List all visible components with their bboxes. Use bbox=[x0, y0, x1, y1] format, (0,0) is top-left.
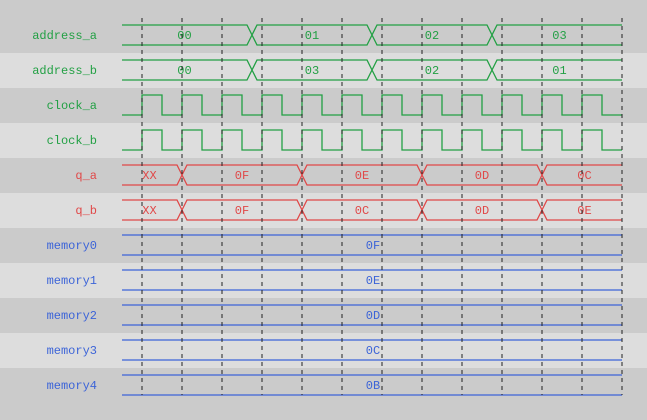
signal-row-address_a: address_a 00 01 02 03 bbox=[0, 18, 647, 53]
bus-segment bbox=[301, 164, 423, 186]
signal-row-q_b: q_b XX 0F 0C 0D 0E bbox=[0, 193, 647, 228]
bus-value: 03 bbox=[552, 29, 566, 43]
signal-row-memory3: memory3 0C bbox=[0, 333, 647, 368]
bus-segment bbox=[371, 24, 493, 46]
row-background bbox=[0, 123, 647, 158]
signal-label: clock_b bbox=[47, 134, 97, 148]
bus-value: 0E bbox=[366, 274, 380, 288]
bus-segment bbox=[181, 199, 303, 221]
clock-waveform bbox=[122, 129, 622, 151]
bus-segment bbox=[122, 339, 622, 361]
bus-segment bbox=[122, 199, 183, 221]
bus-value: 00 bbox=[177, 64, 191, 78]
bus-segment bbox=[181, 164, 303, 186]
bus-value: 0E bbox=[577, 204, 591, 218]
signal-row-address_b: address_b 00 03 02 01 bbox=[0, 53, 647, 88]
row-background bbox=[0, 333, 647, 368]
bus-segment bbox=[371, 59, 493, 81]
signal-row-memory1: memory1 0E bbox=[0, 263, 647, 298]
row-background bbox=[0, 53, 647, 88]
bus-value: 01 bbox=[305, 29, 319, 43]
bus-value: 01 bbox=[552, 64, 566, 78]
signal-label: q_a bbox=[75, 169, 97, 183]
bus-value: 0C bbox=[355, 204, 369, 218]
bus-value: 0F bbox=[235, 169, 249, 183]
signal-row-memory2: memory2 0D bbox=[0, 298, 647, 333]
signal-label: q_b bbox=[75, 204, 97, 218]
signal-label: memory3 bbox=[47, 344, 97, 358]
signal-label: address_b bbox=[32, 64, 97, 78]
row-background bbox=[0, 193, 647, 228]
row-background bbox=[0, 158, 647, 193]
bus-segment bbox=[251, 59, 373, 81]
signal-label: memory4 bbox=[47, 379, 97, 393]
bus-value: 0B bbox=[366, 379, 380, 393]
bus-segment bbox=[541, 199, 622, 221]
bus-value: 00 bbox=[177, 29, 191, 43]
bus-value: 0E bbox=[355, 169, 369, 183]
bus-value: 0D bbox=[475, 204, 489, 218]
signal-label: clock_a bbox=[47, 99, 97, 113]
bus-segment bbox=[122, 164, 183, 186]
bus-value: 02 bbox=[425, 29, 439, 43]
bus-value: 0D bbox=[366, 309, 380, 323]
bus-segment bbox=[122, 374, 622, 396]
bus-value: 03 bbox=[305, 64, 319, 78]
row-background bbox=[0, 368, 647, 403]
signal-label: memory0 bbox=[47, 239, 97, 253]
bus-segment bbox=[122, 24, 253, 46]
bus-segment bbox=[122, 59, 253, 81]
bus-value: 0C bbox=[366, 344, 380, 358]
bus-value: 0C bbox=[577, 169, 591, 183]
row-background bbox=[0, 88, 647, 123]
bus-segment bbox=[122, 304, 622, 326]
bus-segment bbox=[421, 164, 543, 186]
signal-row-clock_b: clock_b bbox=[0, 123, 647, 158]
signal-label: memory2 bbox=[47, 309, 97, 323]
bus-value: XX bbox=[142, 169, 156, 183]
bus-value: 02 bbox=[425, 64, 439, 78]
clock-waveform bbox=[122, 94, 622, 116]
bus-segment bbox=[251, 24, 373, 46]
bus-value: 0D bbox=[475, 169, 489, 183]
bus-segment bbox=[301, 199, 423, 221]
bus-segment bbox=[491, 59, 622, 81]
row-background bbox=[0, 263, 647, 298]
bus-segment bbox=[122, 234, 622, 256]
signal-label: memory1 bbox=[47, 274, 97, 288]
row-background bbox=[0, 298, 647, 333]
row-background bbox=[0, 228, 647, 263]
row-background bbox=[0, 18, 647, 53]
bus-value: 0F bbox=[235, 204, 249, 218]
signal-row-memory4: memory4 0B bbox=[0, 368, 647, 403]
bus-segment bbox=[541, 164, 622, 186]
bus-value: XX bbox=[142, 204, 156, 218]
signal-row-q_a: q_a XX 0F 0E 0D 0C bbox=[0, 158, 647, 193]
signal-label: address_a bbox=[32, 29, 97, 43]
bus-segment bbox=[122, 269, 622, 291]
bus-segment bbox=[491, 24, 622, 46]
signal-row-clock_a: clock_a bbox=[0, 88, 647, 123]
bus-value: 0F bbox=[366, 239, 380, 253]
bus-segment bbox=[421, 199, 543, 221]
signal-row-memory0: memory0 0F bbox=[0, 228, 647, 263]
